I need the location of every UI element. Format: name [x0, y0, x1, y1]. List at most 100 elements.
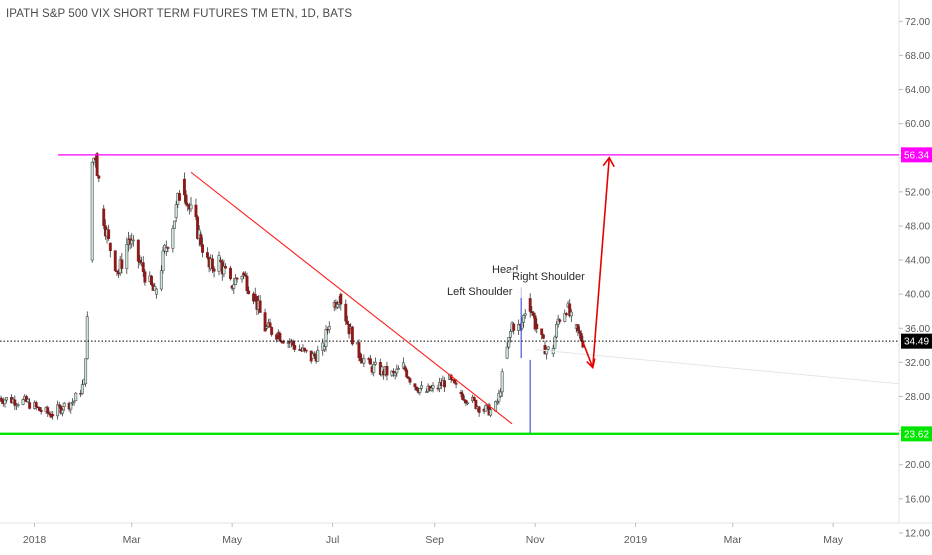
head-label-bg [490, 263, 517, 276]
x-tick-label: Jul [326, 534, 339, 546]
candle-body [108, 242, 112, 251]
left-shoulder-label-bg [445, 285, 522, 298]
candle-body [210, 258, 214, 270]
left-shoulder-label: Left Shoulder [447, 286, 513, 298]
x-tick-label: 2019 [624, 534, 648, 546]
trendline [190, 171, 513, 425]
candle-body [535, 323, 539, 330]
candle-body [178, 193, 181, 201]
candle-body [489, 409, 493, 416]
candle-body [51, 414, 55, 417]
candle-body [403, 366, 407, 371]
candle-body [61, 409, 65, 414]
resistance-price-label: 56.34 [904, 150, 929, 161]
candle-body [345, 320, 349, 325]
candle-body [429, 387, 433, 391]
candle-body [16, 404, 20, 406]
y-tick-label: 48.00 [905, 221, 930, 232]
candle-body [568, 303, 572, 317]
y-tick-label: 16.00 [905, 494, 930, 505]
candle-body [291, 340, 295, 346]
candle-body [34, 402, 38, 408]
candle-body [70, 401, 74, 404]
candle-body [247, 290, 251, 294]
candle-body [115, 270, 119, 272]
candle-body [150, 275, 153, 285]
candle-body [182, 178, 186, 196]
candle-body [240, 276, 244, 280]
candle-body [359, 353, 363, 362]
x-tick-label: May [222, 534, 243, 546]
candle-body [235, 277, 239, 280]
candle-body [499, 391, 502, 397]
x-tick-label: 2018 [23, 534, 47, 546]
candle-body [164, 247, 168, 252]
candle-body [413, 383, 417, 388]
candle-body [517, 323, 521, 331]
candle-body [553, 336, 557, 349]
candle-body [530, 311, 534, 314]
candle-body [406, 376, 410, 379]
candle-body [28, 402, 32, 409]
candle-body [57, 404, 61, 407]
candle-body [350, 326, 354, 345]
projection-arrow [582, 157, 611, 368]
projection-line [535, 349, 900, 385]
candle-body [357, 342, 361, 358]
candle-body [62, 402, 66, 407]
y-tick-label: 72.00 [905, 17, 930, 28]
candle-body [189, 204, 193, 210]
chart-title: IPATH S&P 500 VIX SHORT TERM FUTURES TM … [6, 8, 353, 20]
candle-body [69, 402, 73, 410]
candle-body [495, 400, 499, 403]
candle-body [171, 228, 175, 249]
candle-body [212, 268, 216, 272]
candle-body [563, 313, 567, 322]
candle-body [578, 330, 582, 334]
candle-body [229, 267, 232, 280]
candle-body [555, 323, 558, 338]
candle-body [532, 312, 535, 316]
candle-body [21, 399, 25, 405]
candle-body [224, 266, 228, 269]
candle-body [26, 399, 30, 402]
candle-body [13, 399, 17, 406]
candle-body [533, 315, 537, 330]
candle-body [528, 298, 532, 312]
candle-body [304, 349, 308, 352]
candle-body [265, 326, 269, 329]
candle-body [130, 240, 134, 245]
right-shoulder-label: Right Shoulder [512, 271, 585, 283]
candle-body [339, 293, 343, 305]
candle-body [138, 259, 142, 263]
y-tick-label: 36.00 [905, 324, 930, 335]
candle-body [347, 323, 351, 335]
candle-body [373, 361, 377, 365]
candle-body [497, 393, 501, 402]
arrowhead-up [602, 156, 615, 168]
candle-body [418, 388, 422, 393]
candle-body [243, 274, 247, 277]
candle-body [46, 407, 50, 414]
candle-body [472, 397, 476, 401]
candle-body [316, 350, 320, 362]
y-tick-label: 64.00 [905, 85, 930, 96]
candle-body [327, 326, 331, 330]
candle-body [293, 344, 297, 350]
candle-body [464, 400, 468, 404]
candle-body [245, 275, 249, 292]
candle-body [131, 239, 135, 242]
candle-body [153, 286, 157, 291]
candle-body [74, 392, 78, 402]
candle-body [275, 334, 279, 340]
candle-body [452, 379, 456, 384]
candle-body [184, 194, 188, 205]
candle-body [222, 266, 226, 275]
candle-body [253, 293, 257, 297]
x-tick-label: Mar [724, 534, 743, 546]
candle-body [258, 300, 262, 313]
candle-body [322, 346, 326, 350]
candle-body [268, 322, 272, 328]
candle-body [72, 400, 76, 403]
